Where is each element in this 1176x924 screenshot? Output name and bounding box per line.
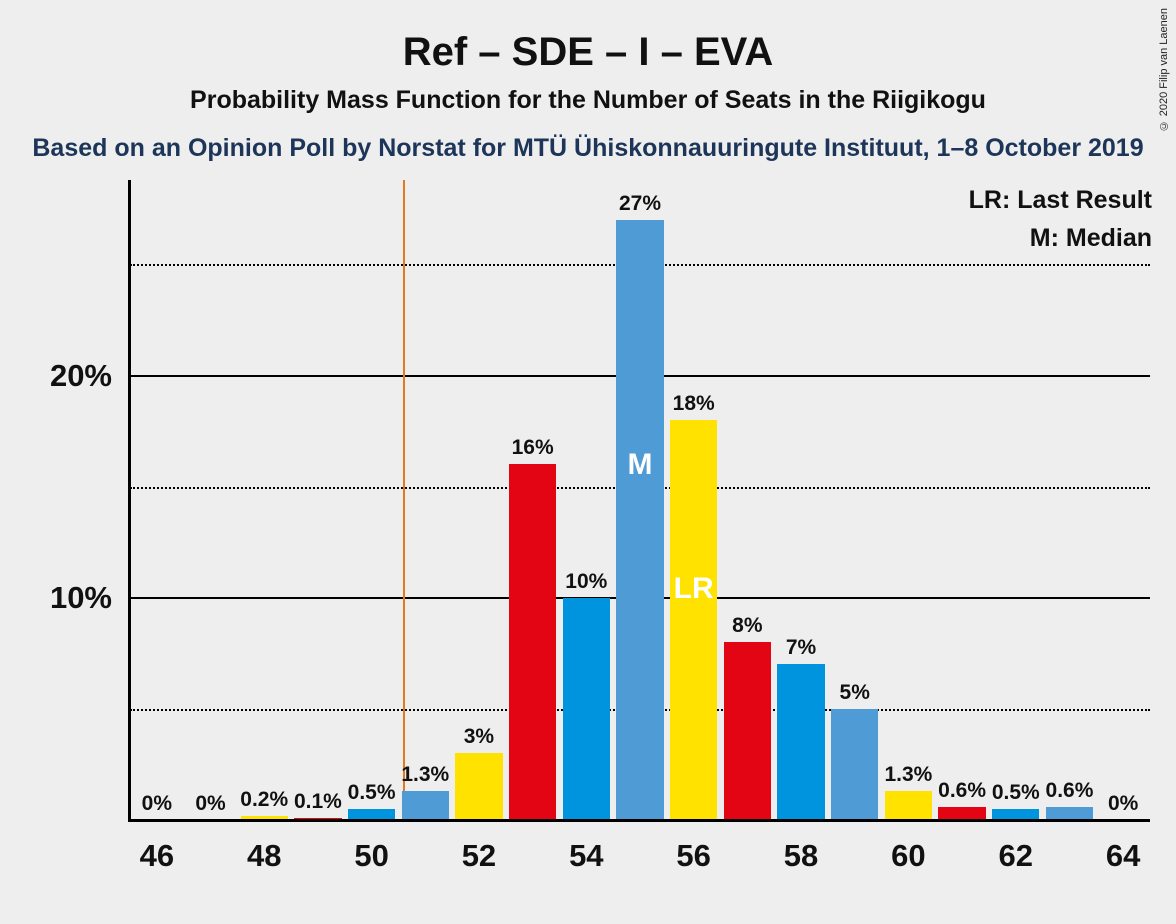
bar <box>1046 807 1093 820</box>
bar <box>777 664 824 820</box>
bar-value-label: 27% <box>619 192 661 216</box>
x-tick-label: 48 <box>247 820 281 874</box>
chart-caption: Based on an Opinion Poll by Norstat for … <box>0 134 1176 163</box>
bar-value-label: 0.6% <box>1046 779 1094 803</box>
x-tick-label: 46 <box>140 820 174 874</box>
bar-value-label: 0.6% <box>938 779 986 803</box>
x-tick-label: 62 <box>999 820 1033 874</box>
bar-value-label: 0% <box>195 792 225 816</box>
bar <box>885 791 932 820</box>
majority-threshold-line <box>403 180 405 820</box>
y-tick-label: 10% <box>50 580 130 616</box>
chart-subtitle: Probability Mass Function for the Number… <box>0 86 1176 115</box>
bar <box>402 791 449 820</box>
chart-title: Ref – SDE – I – EVA <box>0 30 1176 75</box>
bar <box>455 753 502 820</box>
bar <box>724 642 771 820</box>
bar <box>670 420 717 820</box>
bar <box>831 709 878 820</box>
bar-value-label: 0% <box>142 792 172 816</box>
median-marker: M <box>628 448 653 482</box>
bar <box>563 598 610 820</box>
bar-value-label: 18% <box>673 392 715 416</box>
bar-value-label: 1.3% <box>884 763 932 787</box>
x-tick-label: 54 <box>569 820 603 874</box>
plot-area: 10%20%0%0%0.2%0.1%0.5%1.3%3%16%10%27%M18… <box>130 180 1150 820</box>
y-axis <box>128 180 131 822</box>
y-tick-label: 20% <box>50 358 130 394</box>
bar-value-label: 8% <box>732 614 762 638</box>
bar-value-label: 16% <box>512 436 554 460</box>
bar-value-label: 5% <box>840 681 870 705</box>
bar-value-label: 7% <box>786 636 816 660</box>
bar <box>509 464 556 820</box>
bar-value-label: 0.1% <box>294 790 342 814</box>
x-tick-label: 60 <box>891 820 925 874</box>
last-result-marker: LR <box>674 572 714 606</box>
bar-value-label: 0% <box>1108 792 1138 816</box>
bar-value-label: 3% <box>464 725 494 749</box>
bar-value-label: 0.5% <box>348 781 396 805</box>
pmf-seats-chart: { "title": "Ref – SDE – I – EVA", "subti… <box>0 0 1176 924</box>
x-tick-label: 64 <box>1106 820 1140 874</box>
bar-value-label: 10% <box>565 570 607 594</box>
bar <box>938 807 985 820</box>
bar-value-label: 0.2% <box>240 788 288 812</box>
x-tick-label: 58 <box>784 820 818 874</box>
x-tick-label: 50 <box>354 820 388 874</box>
bar-value-label: 1.3% <box>401 763 449 787</box>
x-tick-label: 52 <box>462 820 496 874</box>
bar-value-label: 0.5% <box>992 781 1040 805</box>
bar <box>616 220 663 820</box>
x-tick-label: 56 <box>676 820 710 874</box>
